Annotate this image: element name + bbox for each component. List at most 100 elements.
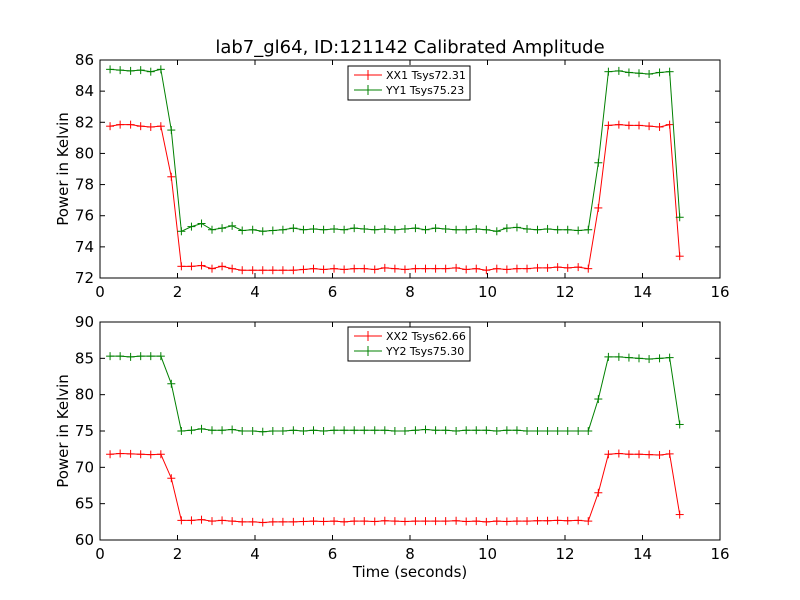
data-point-xx1 — [523, 264, 532, 273]
data-point-yy1 — [278, 225, 287, 234]
data-point-xx1 — [512, 264, 521, 273]
data-point-xx2 — [533, 516, 542, 525]
data-point-yy2 — [360, 426, 369, 435]
data-point-yy2 — [482, 426, 491, 435]
data-point-yy2 — [635, 354, 644, 363]
data-point-yy2 — [655, 354, 664, 363]
data-point-xx2 — [390, 517, 399, 526]
data-point-xx1 — [502, 265, 511, 274]
data-point-xx1 — [543, 263, 552, 272]
data-point-yy1 — [655, 68, 664, 77]
data-point-xx1 — [665, 120, 674, 129]
data-point-xx1 — [635, 121, 644, 130]
top-y-axis-label: Power in Kelvin — [54, 112, 72, 226]
data-point-xx2 — [635, 450, 644, 459]
bottom-legend-label-xx2: XX2 Tsys62.66 — [386, 330, 466, 343]
data-point-xx1 — [655, 122, 664, 131]
data-point-yy2 — [248, 427, 257, 435]
data-point-yy1 — [452, 225, 461, 234]
data-point-xx1 — [309, 264, 318, 273]
data-point-yy2 — [228, 425, 237, 434]
top-plot-frame — [99, 59, 721, 279]
data-point-yy1 — [523, 224, 532, 233]
data-point-yy2 — [187, 426, 196, 435]
data-point-yy2 — [156, 352, 165, 361]
data-point-xx2 — [218, 516, 227, 525]
data-point-yy1 — [512, 223, 521, 232]
data-point-yy2 — [645, 355, 654, 364]
data-point-xx2 — [268, 517, 277, 526]
data-point-xx2 — [278, 517, 287, 526]
data-point-yy2 — [492, 427, 501, 435]
data-point-yy1 — [289, 224, 298, 233]
data-point-yy1 — [228, 221, 237, 230]
data-point-xx1 — [197, 261, 206, 270]
data-point-xx1 — [482, 266, 491, 275]
data-point-xx1 — [452, 263, 461, 272]
data-point-yy2 — [289, 426, 298, 435]
data-point-yy1 — [472, 224, 481, 233]
data-point-xx1 — [431, 264, 440, 273]
top-x-tick-label: 6 — [328, 283, 338, 301]
bottom-x-tick-label: 0 — [95, 545, 105, 563]
data-point-xx2 — [604, 450, 613, 459]
bottom-x-tick-label: 12 — [555, 545, 574, 563]
data-point-yy2 — [167, 379, 176, 388]
data-point-yy2 — [472, 426, 481, 435]
data-point-xx1 — [330, 264, 339, 273]
data-point-xx2 — [238, 517, 247, 526]
data-point-yy1 — [177, 227, 186, 236]
top-x-tick-label: 10 — [478, 283, 497, 301]
data-point-xx1 — [604, 121, 613, 130]
data-point-yy2 — [563, 427, 572, 435]
data-point-yy1 — [482, 225, 491, 234]
data-point-xx2 — [116, 449, 125, 458]
data-point-xx1 — [370, 265, 379, 274]
bottom-y-tick-label: 65 — [75, 495, 94, 513]
data-point-xx2 — [655, 450, 664, 459]
data-point-yy1 — [248, 225, 257, 234]
data-point-xx1 — [675, 252, 684, 261]
top-y-tick-label: 86 — [75, 51, 94, 69]
data-point-xx2 — [309, 517, 318, 526]
bottom-y-axis-label: Power in Kelvin — [54, 374, 72, 488]
bottom-legend-entry-xx2: XX2 Tsys62.66 — [354, 330, 466, 343]
data-point-xx2 — [411, 517, 420, 526]
data-point-yy1 — [533, 225, 542, 234]
data-point-yy2 — [543, 427, 552, 435]
data-point-xx1 — [207, 264, 216, 273]
data-point-yy1 — [330, 224, 339, 233]
bottom-panel: 0 2 4 6 8 10 12 14 16 60 65 70 75 80 85 90 Power in Kel… — [54, 313, 730, 581]
data-point-xx2 — [543, 516, 552, 525]
data-point-xx2 — [452, 516, 461, 525]
data-point-yy1 — [360, 224, 369, 233]
data-point-yy2 — [390, 427, 399, 435]
top-plot-lines — [106, 65, 684, 275]
top-y-tick-label: 82 — [75, 113, 94, 131]
data-point-yy1 — [421, 225, 430, 234]
data-point-xx2 — [187, 516, 196, 525]
data-point-xx2 — [380, 516, 389, 525]
data-point-yy1 — [411, 224, 420, 233]
data-point-yy1 — [146, 67, 155, 76]
bottom-y-tick-label: 70 — [75, 458, 94, 476]
data-point-xx2 — [400, 517, 409, 526]
top-panel: 0 2 4 6 8 10 12 14 16 72 74 76 78 80 82 84 86 Power in K… — [54, 51, 730, 301]
data-point-yy1 — [218, 224, 227, 233]
data-point-xx2 — [106, 450, 115, 459]
data-point-xx1 — [390, 264, 399, 273]
data-point-yy1 — [167, 126, 176, 135]
data-point-yy2 — [421, 425, 430, 434]
data-point-xx1 — [492, 264, 501, 273]
data-point-xx2 — [482, 517, 491, 526]
data-point-xx1 — [299, 265, 308, 274]
data-point-xx2 — [156, 450, 165, 459]
data-point-xx1 — [258, 266, 267, 275]
top-y-tick-label: 74 — [75, 238, 94, 256]
chart-title: lab7_gl64, ID:121142 Calibrated Amplitud… — [215, 37, 604, 58]
data-point-yy2 — [574, 427, 583, 435]
data-point-yy2 — [218, 426, 227, 435]
data-point-yy1 — [309, 224, 318, 233]
data-point-yy2 — [126, 352, 135, 361]
data-point-xx1 — [421, 264, 430, 273]
